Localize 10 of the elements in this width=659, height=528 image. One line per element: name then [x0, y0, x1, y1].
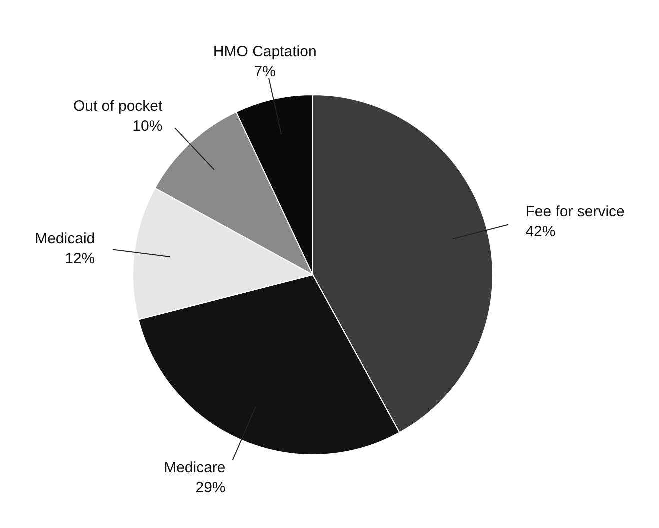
- data-label: 7%: [254, 64, 276, 81]
- data-label: 29%: [196, 480, 226, 497]
- data-label: 12%: [65, 250, 96, 268]
- slice-label: Fee for service: [526, 203, 625, 220]
- slice-label: HMO Captation: [213, 44, 317, 61]
- slice-label: Medicare: [164, 460, 226, 477]
- slice-label: Out of pocket: [73, 98, 164, 115]
- data-label: 42%: [526, 223, 556, 240]
- data-label: 10%: [132, 118, 163, 135]
- slice-label: Medicaid: [35, 230, 96, 248]
